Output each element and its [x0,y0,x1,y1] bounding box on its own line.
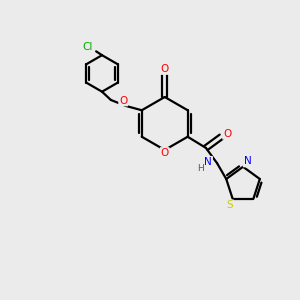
Text: Cl: Cl [82,42,92,52]
Text: H: H [197,164,204,173]
Text: O: O [160,64,169,74]
Text: O: O [160,148,169,158]
Text: N: N [244,157,251,166]
Text: N: N [204,157,212,167]
Text: S: S [226,200,233,210]
Text: O: O [119,95,127,106]
Text: O: O [223,129,231,139]
